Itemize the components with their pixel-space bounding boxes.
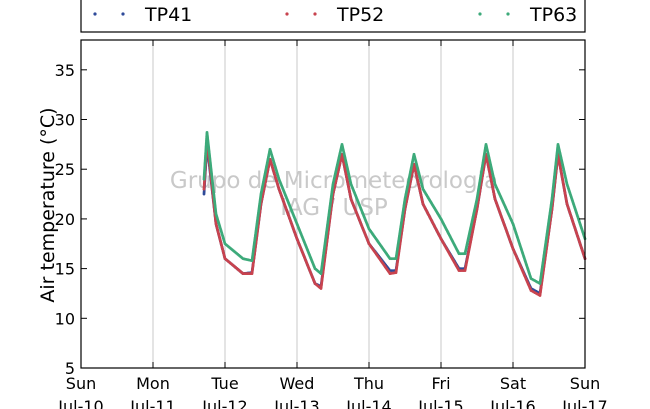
x-tick-label: Sat Jul-16 — [489, 374, 535, 409]
legend-label: TP41 — [144, 4, 192, 26]
legend-marker — [285, 12, 289, 16]
x-tick-label: Tue Jul-12 — [201, 374, 247, 409]
plot-frame — [80, 39, 586, 369]
x-tick-label: Sun Jul-10 — [57, 374, 103, 409]
legend-label: TP52 — [336, 4, 384, 26]
series-TP63 — [202, 131, 587, 285]
x-tick-label: Fri Jul-15 — [417, 374, 463, 409]
x-tick-label: Thu Jul-14 — [345, 374, 391, 409]
legend-box — [80, 0, 586, 33]
series-layer — [202, 131, 587, 297]
legend-marker — [93, 12, 97, 16]
x-tick-label: Mon Jul-11 — [129, 374, 175, 409]
legend: TP41 TP52 TP63 — [80, 0, 586, 33]
legend-marker — [506, 12, 510, 16]
y-tick-label: 35 — [55, 61, 75, 80]
legend-marker — [313, 12, 317, 16]
grid-lines — [152, 40, 514, 368]
axes: 5 10 15 20 25 30 35 Sun Jul-10 Mon Jul-11 Tue Jul-12… — [55, 39, 608, 409]
y-tick-label: 30 — [55, 111, 75, 130]
y-tick-label: 5 — [65, 359, 75, 378]
y-tick-label: 20 — [55, 210, 75, 229]
legend-label: TP63 — [529, 4, 577, 26]
y-tick-label: 25 — [55, 160, 75, 179]
y-axis-label: Air temperature (°C) — [37, 107, 59, 302]
legend-marker — [121, 12, 125, 16]
x-tick-label: Wed Jul-13 — [273, 374, 319, 409]
x-tick-label: Sun Jul-17 — [561, 374, 607, 409]
legend-marker — [478, 12, 482, 16]
y-tick-label: 15 — [55, 260, 75, 279]
watermark-line: IAG / USP — [280, 195, 388, 221]
y-tick-label: 10 — [55, 309, 75, 328]
